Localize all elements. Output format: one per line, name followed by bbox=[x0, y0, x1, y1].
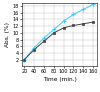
Line: calcium-free: calcium-free bbox=[23, 21, 94, 61]
with calcium bbox=[34, 47, 35, 48]
calcium-free bbox=[73, 25, 74, 26]
calcium-free bbox=[34, 49, 35, 50]
calcium-free bbox=[44, 41, 45, 42]
X-axis label: Time (min.): Time (min.) bbox=[43, 77, 76, 82]
with calcium bbox=[53, 29, 55, 30]
calcium-free bbox=[83, 23, 84, 24]
Y-axis label: Abs. (%): Abs. (%) bbox=[6, 22, 10, 47]
calcium-free bbox=[92, 22, 94, 23]
with calcium bbox=[44, 37, 45, 38]
calcium-free bbox=[63, 27, 64, 28]
Line: with calcium: with calcium bbox=[23, 3, 95, 61]
with calcium bbox=[24, 59, 25, 60]
with calcium bbox=[63, 21, 64, 22]
calcium-free bbox=[53, 32, 55, 33]
calcium-free bbox=[24, 59, 25, 60]
with calcium bbox=[83, 9, 84, 10]
with calcium bbox=[73, 14, 74, 15]
with calcium bbox=[92, 4, 94, 5]
